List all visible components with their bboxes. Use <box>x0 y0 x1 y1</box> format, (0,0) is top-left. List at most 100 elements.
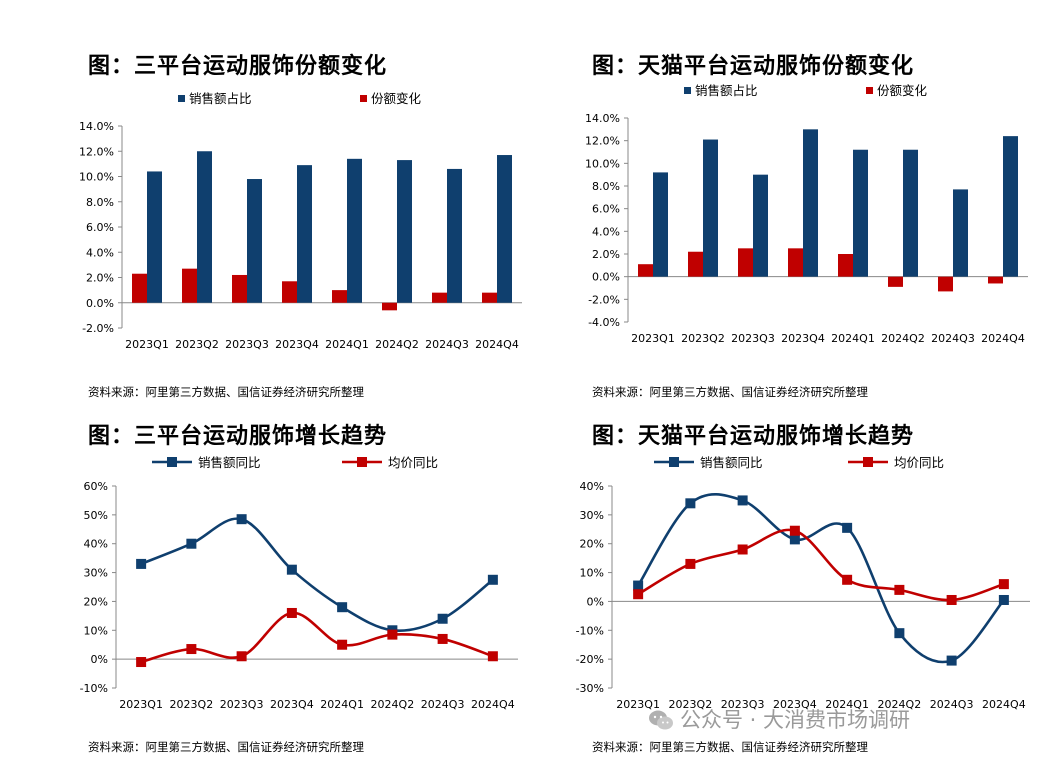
x-tick-label: 2024Q4 <box>471 698 515 711</box>
line-sales-yoy <box>637 492 1005 664</box>
y-tick-label: 30% <box>84 567 108 580</box>
legend-swatch <box>360 95 367 102</box>
x-tick-label: 2024Q3 <box>931 332 975 345</box>
bar-share-change <box>282 281 297 303</box>
data-point <box>487 651 498 662</box>
bar-share <box>447 168 462 303</box>
data-point <box>337 602 348 613</box>
bar-share-change <box>688 251 703 277</box>
wechat-icon <box>649 710 673 730</box>
x-tick-label: 2023Q1 <box>125 338 169 351</box>
data-point <box>437 633 448 644</box>
y-tick-label: 8.0% <box>592 180 620 193</box>
x-tick-label: 2023Q4 <box>270 698 314 711</box>
x-tick-label: 2023Q3 <box>225 338 269 351</box>
data-point <box>946 594 957 605</box>
data-point <box>737 495 748 506</box>
data-point <box>789 534 800 545</box>
y-tick-label: 2.0% <box>86 272 114 285</box>
legend-swatch <box>178 95 185 102</box>
x-tick-label: 2024Q4 <box>982 698 1026 711</box>
x-tick-label: 2023Q4 <box>781 332 825 345</box>
bar-share <box>953 189 968 277</box>
y-tick-label: -20% <box>576 653 604 666</box>
data-point <box>286 607 297 618</box>
bar-share <box>1003 136 1018 277</box>
bar-share-change <box>182 268 197 303</box>
bar-share <box>197 151 212 303</box>
y-tick-label: 14.0% <box>79 120 114 133</box>
source-note: 资料来源：阿里第三方数据、国信证券经济研究所整理 <box>88 740 364 754</box>
y-tick-label: -4.0% <box>588 316 620 329</box>
bar-share-change <box>838 254 853 277</box>
bar-share <box>397 160 412 303</box>
watermark-text: 公众号 · 大消费市场调研 <box>680 708 911 732</box>
y-tick-label: 10% <box>580 567 604 580</box>
y-tick-label: -30% <box>576 682 604 695</box>
line-price-yoy <box>140 611 494 664</box>
data-point <box>236 514 247 525</box>
bar-share-change <box>638 264 653 277</box>
bar-share <box>347 158 362 303</box>
x-tick-label: 2024Q3 <box>930 698 974 711</box>
y-tick-label: 40% <box>580 480 604 493</box>
y-tick-label: -10% <box>576 624 604 637</box>
bar-share <box>703 139 718 277</box>
data-point <box>136 558 147 569</box>
legend-marker <box>167 457 177 467</box>
x-tick-label: 2024Q1 <box>320 698 364 711</box>
x-tick-label: 2023Q3 <box>220 698 264 711</box>
legend-label: 均价同比 <box>894 455 944 470</box>
x-tick-label: 2024Q1 <box>825 698 869 711</box>
bar-share <box>497 155 512 303</box>
x-tick-label: 2023Q1 <box>616 698 660 711</box>
x-tick-label: 2023Q1 <box>119 698 163 711</box>
data-point <box>633 580 644 591</box>
bar-share <box>803 129 818 277</box>
y-tick-label: 30% <box>580 509 604 522</box>
x-tick-label: 2023Q3 <box>721 698 765 711</box>
x-tick-label: 2023Q2 <box>170 698 214 711</box>
y-tick-label: 8.0% <box>86 196 114 209</box>
data-point <box>387 629 398 640</box>
x-tick-label: 2024Q2 <box>371 698 415 711</box>
panel-title: 图：天猫平台运动服饰份额变化 <box>592 54 915 79</box>
bar-share-change <box>432 292 447 303</box>
data-point <box>737 544 748 555</box>
y-tick-label: 0.0% <box>86 297 114 310</box>
x-tick-label: 2023Q4 <box>275 338 319 351</box>
y-tick-label: 12.0% <box>79 145 114 158</box>
x-tick-label: 2024Q2 <box>881 332 925 345</box>
legend-swatch <box>684 87 691 94</box>
panel-title: 图：三平台运动服饰份额变化 <box>88 54 388 79</box>
data-point <box>186 538 197 549</box>
x-tick-label: 2023Q3 <box>731 332 775 345</box>
data-point <box>437 613 448 624</box>
data-point <box>842 522 853 533</box>
bar-share-change <box>938 276 953 292</box>
x-tick-label: 2024Q2 <box>878 698 922 711</box>
bar-chart-tmall: -4.0% -2.0% 0.0% 2.0% 4.0% 6.0% 8.0% 10.0% 12.0%… <box>585 83 1028 345</box>
data-point <box>236 651 247 662</box>
bar-share-change <box>988 276 1003 284</box>
legend-marker <box>357 457 367 467</box>
y-tick-label: 0.0% <box>592 271 620 284</box>
data-point <box>998 579 1009 590</box>
y-tick-label: 10% <box>84 624 108 637</box>
y-tick-label: 0% <box>587 595 604 608</box>
y-tick-label: 6.0% <box>592 203 620 216</box>
legend-label: 销售额占比 <box>189 91 252 106</box>
bar-share-change <box>332 290 347 303</box>
bar-share-change <box>232 274 247 303</box>
y-tick-label: 12.0% <box>585 135 620 148</box>
data-point <box>789 525 800 536</box>
panel-title: 图：三平台运动服饰增长趋势 <box>88 424 388 449</box>
line-price-yoy <box>637 528 1005 602</box>
x-tick-label: 2023Q2 <box>681 332 725 345</box>
source-note: 资料来源：阿里第三方数据、国信证券经济研究所整理 <box>592 385 868 399</box>
x-tick-label: 2024Q4 <box>475 338 519 351</box>
x-tick-label: 2023Q1 <box>631 332 675 345</box>
legend-label: 份额变化 <box>371 91 422 106</box>
legend-swatch <box>866 87 873 94</box>
y-tick-label: 20% <box>580 538 604 551</box>
